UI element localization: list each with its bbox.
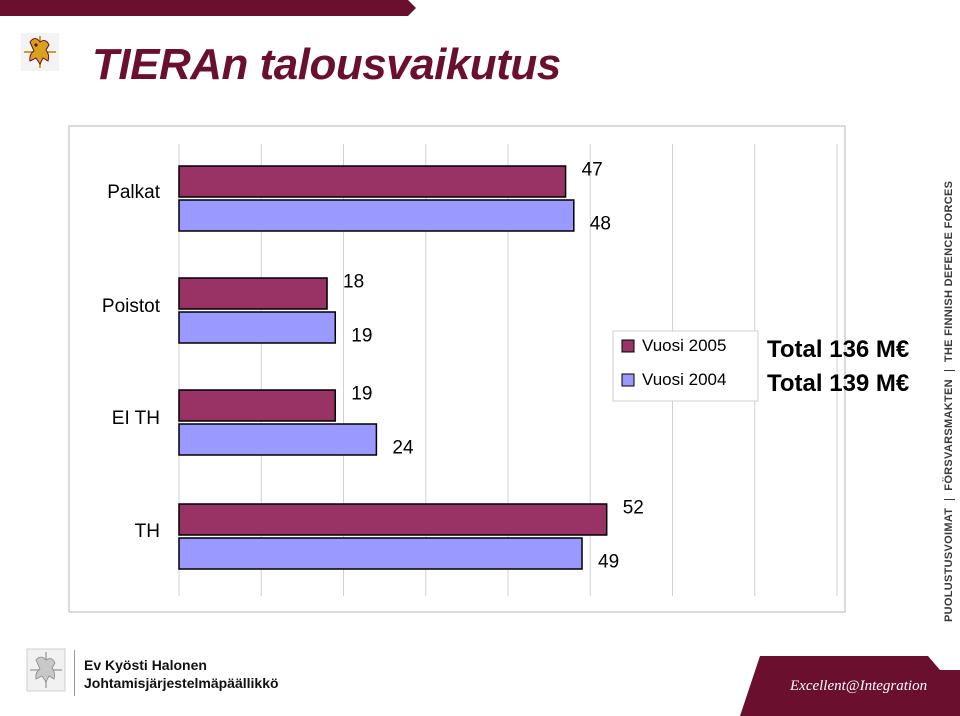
series-total: Total 136 M€ xyxy=(767,336,909,363)
page-title: TIERAn talousvaikutus xyxy=(92,40,561,89)
presenter-info: Ev Kyösti Halonen Johtamisjärjestelmäpää… xyxy=(84,656,279,692)
data-label: 24 xyxy=(392,438,414,459)
top-banner xyxy=(0,0,416,16)
presenter-name: Ev Kyösti Halonen xyxy=(84,657,207,673)
legend-label: Vuosi 2005 xyxy=(642,336,726,355)
side-label-sv: FÖRSVARSMAKTEN xyxy=(943,379,955,491)
data-label: 47 xyxy=(582,160,603,181)
bar xyxy=(178,277,328,310)
bar xyxy=(178,199,575,232)
bar xyxy=(178,311,337,344)
legend-swatch xyxy=(621,339,635,353)
category-label: Palkat xyxy=(107,182,161,203)
bar xyxy=(178,503,608,536)
data-label: 52 xyxy=(623,498,644,519)
motto: Excellent@Integration xyxy=(790,678,928,694)
legend-box xyxy=(612,330,759,402)
category-label: EI TH xyxy=(112,408,160,429)
data-label: 18 xyxy=(343,272,364,293)
footer-banner xyxy=(740,656,960,716)
legend-swatch xyxy=(621,373,635,387)
data-label: 19 xyxy=(351,326,372,347)
side-separator xyxy=(943,370,955,372)
side-label-fi: PUOLUSTUSVOIMAT xyxy=(943,507,955,622)
legend-label: Vuosi 2004 xyxy=(642,370,726,389)
bar xyxy=(178,389,337,422)
side-organization-label: PUOLUSTUSVOIMAT FÖRSVARSMAKTEN THE FINNISH… xyxy=(943,181,955,622)
bar xyxy=(178,165,567,198)
bar xyxy=(178,423,378,456)
heraldic-lion-icon xyxy=(26,648,66,692)
heraldic-lion-icon xyxy=(21,33,59,71)
series-total: Total 139 M€ xyxy=(767,370,909,397)
data-label: 19 xyxy=(351,384,372,405)
side-label-en: THE FINNISH DEFENCE FORCES xyxy=(943,180,955,363)
bar xyxy=(178,537,583,570)
category-label: Poistot xyxy=(102,296,161,317)
footer-divider xyxy=(74,650,75,696)
data-label: 48 xyxy=(590,214,611,235)
side-separator xyxy=(943,498,955,500)
category-label: TH xyxy=(135,521,160,542)
data-label: 49 xyxy=(598,552,619,573)
presenter-role: Johtamisjärjestelmäpäällikkö xyxy=(84,675,279,691)
